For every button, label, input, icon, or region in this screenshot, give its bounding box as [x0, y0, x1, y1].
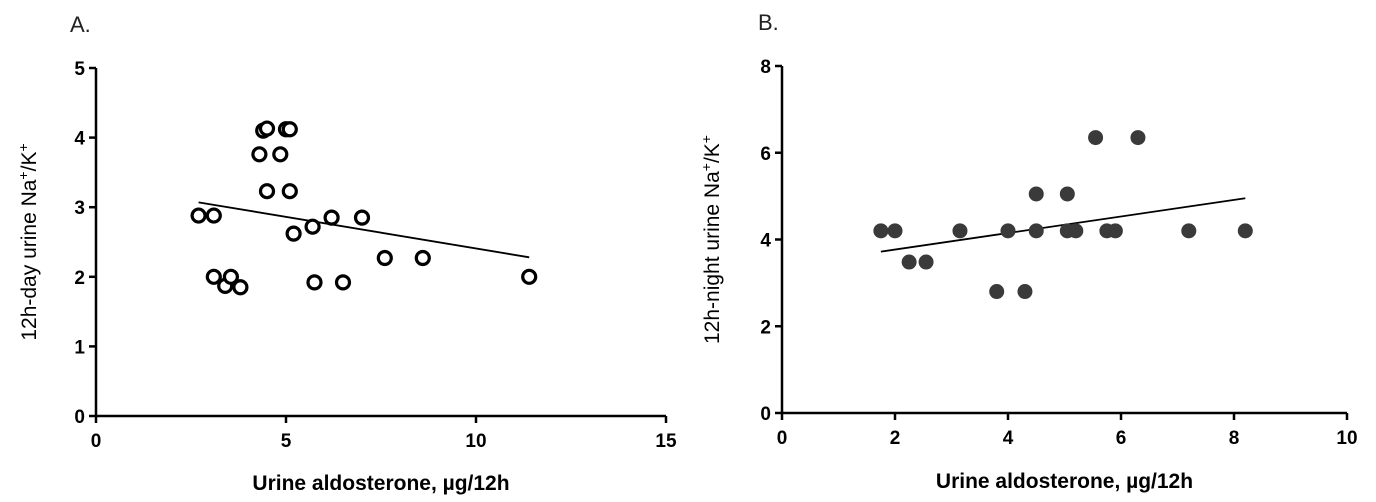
y-tick-label: 0: [74, 407, 85, 428]
y-tick-label: 0: [760, 404, 771, 425]
data-point: [1181, 223, 1197, 239]
data-point: [205, 207, 222, 224]
data-point: [887, 223, 903, 239]
data-point: [989, 284, 1005, 300]
data-point: [285, 225, 302, 242]
data-point: [232, 279, 249, 296]
data-point: [901, 254, 917, 270]
data-point: [323, 209, 340, 226]
data-point: [1028, 186, 1044, 202]
y-axis-title: 12h-day urine Na+/K+: [15, 143, 41, 340]
x-axis-title: Urine aldosterone, µg/12h: [936, 470, 1193, 493]
chart-panel-a: A. 0 1 2 3 4 5 0 5 10 15 Urine aldosterone, µg/12h 1…: [15, 12, 677, 495]
chart-panel-b: B. 0 2 4 6 8 0 2 4 6 8 10 Urine aldosterone, µg/12h 1…: [698, 10, 1358, 493]
x-tick-label: 2: [890, 428, 901, 449]
data-point: [1088, 130, 1104, 146]
y-tick-label: 1: [74, 337, 85, 358]
y-tick-label: 3: [74, 198, 85, 219]
data-point: [521, 268, 538, 285]
data-point: [251, 146, 268, 163]
data-point: [1237, 223, 1253, 239]
x-tick-label: 8: [1229, 428, 1240, 449]
data-point: [873, 223, 889, 239]
y-tick-label: 5: [74, 59, 85, 80]
regression-line: [198, 201, 530, 259]
y-tick-label: 4: [760, 231, 771, 252]
x-tick-label: 10: [465, 431, 486, 452]
y-axis-title: 12h-night urine Na+/K+: [698, 135, 724, 344]
data-point: [1017, 284, 1033, 300]
x-tick-label: 4: [1003, 428, 1014, 449]
data-point: [281, 121, 298, 138]
data-point: [1107, 223, 1123, 239]
data-point: [1130, 130, 1146, 146]
data-point: [918, 254, 934, 270]
y-tick-label: 8: [760, 57, 771, 78]
data-point: [952, 223, 968, 239]
x-tick-label: 6: [1116, 428, 1127, 449]
data-point: [353, 209, 371, 226]
data-point: [258, 120, 276, 137]
data-point: [334, 274, 352, 291]
data-point: [281, 183, 298, 200]
x-tick-label: 0: [777, 428, 788, 449]
y-tick-label: 6: [760, 144, 771, 165]
data-point: [258, 183, 276, 200]
data-point: [306, 274, 323, 291]
y-tick-label: 2: [760, 317, 771, 338]
y-tick-label: 4: [74, 129, 85, 150]
panel-label: B.: [758, 10, 779, 35]
data-point: [414, 249, 431, 267]
x-tick-label: 0: [91, 431, 102, 452]
data-point: [1028, 223, 1044, 239]
data-point: [304, 218, 321, 235]
data-point: [376, 249, 393, 267]
data-point: [190, 207, 207, 224]
x-axis-title: Urine aldosterone, µg/12h: [252, 472, 509, 495]
data-point: [1000, 223, 1016, 239]
data-point: [1068, 223, 1084, 239]
panel-label: A.: [70, 12, 91, 37]
data-point: [1059, 186, 1075, 202]
y-tick-label: 2: [74, 268, 85, 289]
x-tick-label: 10: [1336, 428, 1357, 449]
x-tick-label: 15: [655, 431, 677, 452]
data-point: [272, 146, 289, 163]
data-point: [222, 268, 239, 285]
x-tick-label: 5: [281, 431, 292, 452]
data-point: [205, 268, 222, 285]
